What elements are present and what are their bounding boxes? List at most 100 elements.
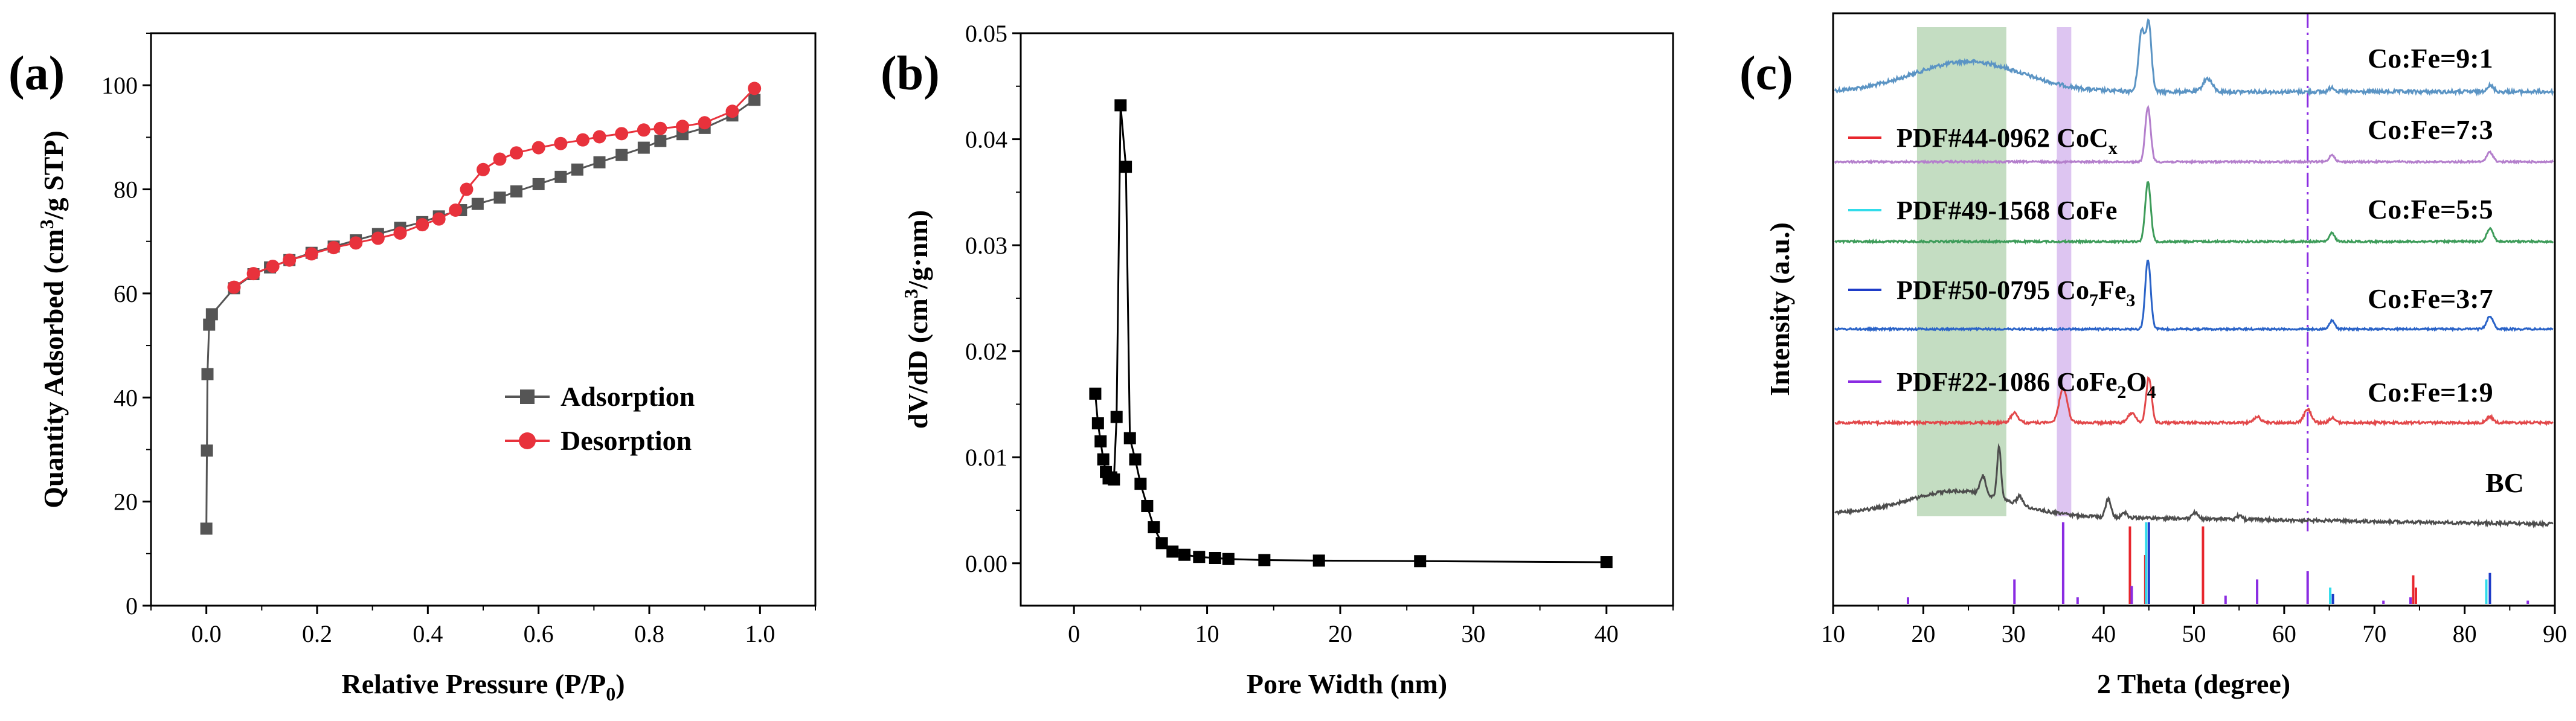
data-point-adsorption xyxy=(493,191,506,204)
data-point-desorption xyxy=(676,120,689,133)
y-tick-label: 60 xyxy=(114,280,138,307)
legend-desorption-marker xyxy=(519,432,536,449)
data-point-adsorption xyxy=(748,94,761,106)
panel-c-reference-peaks xyxy=(1906,522,2529,604)
x-tick-label: 10 xyxy=(1821,620,1845,647)
data-point-desorption xyxy=(576,133,589,147)
data-point-pore-distribution xyxy=(1258,554,1271,566)
panel-c-pdf-legend: PDF#44-0962 CoCx PDF#49-1568 CoFe PDF#50-0… xyxy=(1848,123,2156,402)
panel-c-label: (c) xyxy=(1739,47,1793,100)
x-tick-label: 20 xyxy=(1911,620,1935,647)
x-tick-label: 1.0 xyxy=(745,620,775,647)
data-point-pore-distribution xyxy=(1414,555,1427,568)
data-point-adsorption xyxy=(532,178,545,190)
data-point-adsorption xyxy=(205,308,218,321)
xrd-pattern-co-fe-5-5 xyxy=(1834,181,2554,245)
data-point-desorption xyxy=(698,116,711,130)
y-tick-label: 40 xyxy=(114,384,138,411)
panel-a-label: (a) xyxy=(8,47,65,100)
panel-b-ticks: 0 10 20 30 40 0.00 0.01 0.02 0.03 0.04 0.05 xyxy=(965,20,1674,647)
x-tick-label: 30 xyxy=(1461,620,1485,647)
data-point-pore-distribution xyxy=(1178,548,1191,561)
data-point-pore-distribution xyxy=(1097,453,1110,466)
panel-b: (b) 0 10 20 30 40 0.00 0.01 0.02 0.03 0.04 0.05 Po… xyxy=(881,20,1674,699)
xrd-pattern-co-fe-1-9 xyxy=(1834,376,2554,427)
highlight-band xyxy=(1916,27,2006,516)
panel-b-xlabel: Pore Width (nm) xyxy=(1247,668,1447,699)
legend-adsorption-marker xyxy=(520,389,535,404)
data-point-desorption xyxy=(283,253,297,267)
data-point-desorption xyxy=(637,123,650,137)
data-point-adsorption xyxy=(471,197,484,210)
data-point-pore-distribution xyxy=(1166,545,1179,558)
xrd-pattern-co-fe-9-1 xyxy=(1834,18,2554,97)
data-point-desorption xyxy=(227,280,241,294)
data-point-pore-distribution xyxy=(1155,537,1168,550)
data-point-pore-distribution xyxy=(1193,551,1206,563)
data-point-desorption xyxy=(393,226,407,240)
data-point-desorption xyxy=(654,121,667,135)
data-point-pore-distribution xyxy=(1134,478,1147,490)
pdf-legend-label: PDF#50-0795 Co7Fe3 xyxy=(1897,275,2135,310)
x-tick-label: 90 xyxy=(2543,620,2567,647)
data-point-desorption xyxy=(449,203,463,217)
data-point-desorption xyxy=(246,267,260,281)
data-point-desorption xyxy=(416,218,429,232)
highlight-band xyxy=(2057,27,2072,516)
panel-c-xrd-patterns xyxy=(1834,18,2554,529)
panel-c-ylabel: Intensity (a.u.) xyxy=(1764,222,1795,396)
data-point-desorption xyxy=(593,130,606,144)
pdf-legend-label: PDF#22-1086 CoFe2O4 xyxy=(1897,367,2156,402)
x-tick-label: 40 xyxy=(1595,620,1619,647)
x-tick-label: 0.2 xyxy=(302,620,332,647)
data-point-pore-distribution xyxy=(1123,432,1136,444)
data-point-adsorption xyxy=(615,149,628,161)
data-point-pore-distribution xyxy=(1110,411,1123,423)
x-tick-label: 30 xyxy=(2002,620,2026,647)
y-tick-label: 0.04 xyxy=(965,126,1007,153)
panel-c-highlight-bands xyxy=(1916,13,2309,531)
sample-label: Co:Fe=3:7 xyxy=(2368,283,2493,314)
data-point-pore-distribution xyxy=(1091,417,1104,430)
y-tick-label: 0.02 xyxy=(965,338,1007,365)
data-point-pore-distribution xyxy=(1209,552,1221,564)
data-point-pore-distribution xyxy=(1129,453,1142,466)
data-point-pore-distribution xyxy=(1312,554,1325,567)
x-tick-label: 10 xyxy=(1195,620,1219,647)
data-point-adsorption xyxy=(201,444,213,457)
data-point-desorption xyxy=(327,241,341,255)
x-tick-label: 0.4 xyxy=(413,620,443,647)
data-point-desorption xyxy=(748,82,762,95)
x-tick-label: 60 xyxy=(2272,620,2296,647)
y-tick-label: 80 xyxy=(114,176,138,203)
pdf-legend-label: PDF#44-0962 CoCx xyxy=(1897,123,2118,158)
x-tick-label: 0 xyxy=(1068,620,1080,647)
x-tick-label: 50 xyxy=(2182,620,2206,647)
data-point-adsorption xyxy=(593,156,606,168)
x-tick-label: 20 xyxy=(1328,620,1352,647)
data-point-pore-distribution xyxy=(1108,473,1120,486)
x-tick-label: 40 xyxy=(2092,620,2116,647)
data-point-adsorption xyxy=(203,318,216,331)
panel-a-legend: Adsorption Desorption xyxy=(505,381,695,456)
panel-b-frame xyxy=(1020,32,1674,607)
data-point-pore-distribution xyxy=(1114,99,1127,112)
panel-c-sample-labels: Co:Fe=9:1 Co:Fe=7:3 Co:Fe=5:5 Co:Fe=3:7 Co:F… xyxy=(2368,43,2524,498)
data-point-pore-distribution xyxy=(1148,521,1160,534)
data-point-pore-distribution xyxy=(1089,387,1102,400)
data-point-pore-distribution xyxy=(1600,556,1613,569)
xrd-pattern-bc xyxy=(1834,443,2554,529)
x-tick-label: 0.0 xyxy=(191,620,222,647)
panel-b-series xyxy=(1089,99,1613,569)
series-line-pore-distribution xyxy=(1094,105,1607,563)
panel-a: (a) 0.0 0.2 0.4 0.6 0.8 1.0 0 20 40 60 80 100 Adsor… xyxy=(8,32,817,705)
sample-label: Co:Fe=7:3 xyxy=(2368,114,2493,145)
x-tick-label: 0.8 xyxy=(634,620,664,647)
data-point-desorption xyxy=(477,162,490,176)
sample-label: Co:Fe=1:9 xyxy=(2368,377,2493,408)
x-tick-label: 80 xyxy=(2453,620,2477,647)
legend-desorption-label: Desorption xyxy=(560,425,692,456)
panel-b-ylabel: dV/dD (cm3/g·nm) xyxy=(900,210,933,429)
